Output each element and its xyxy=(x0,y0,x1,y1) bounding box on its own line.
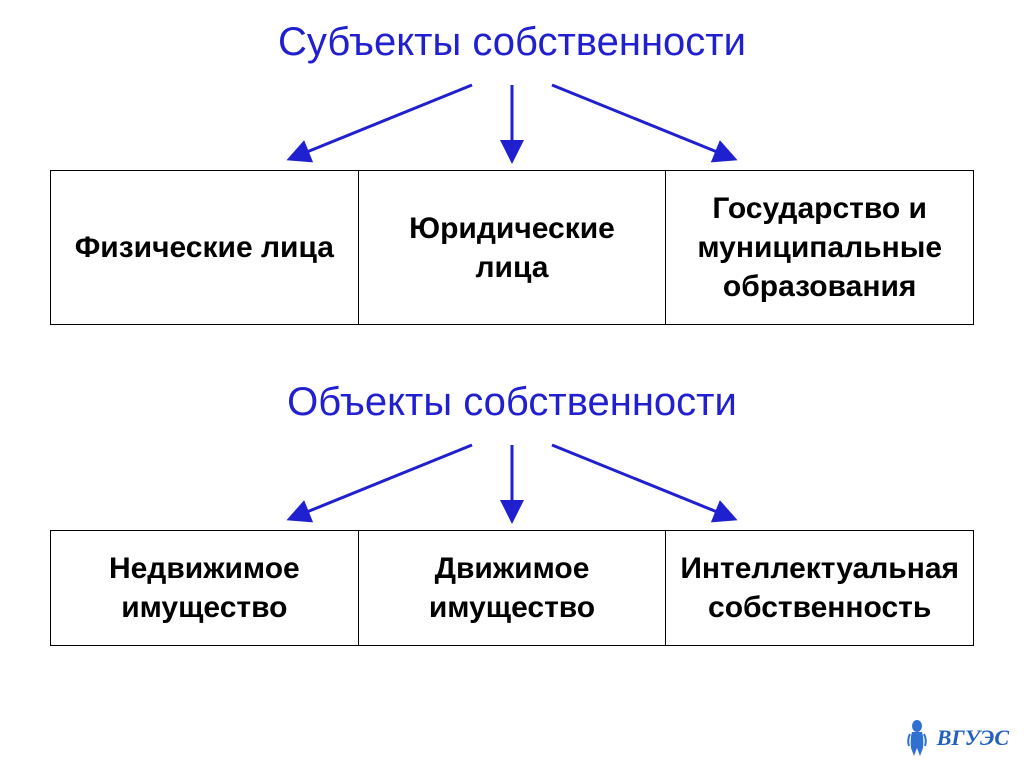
arrows-svg-1 xyxy=(162,80,862,170)
subject-cell-physical: Физические лица xyxy=(51,171,359,324)
subject-cell-legal: Юридические лица xyxy=(359,171,667,324)
objects-table: Недвижимое имущество Движимое имущество … xyxy=(50,530,974,646)
subjects-title: Субъекты собственности xyxy=(0,20,1024,65)
objects-title: Объекты собственности xyxy=(0,380,1024,425)
object-cell-immovable: Недвижимое имущество xyxy=(51,531,359,645)
subjects-table: Физические лица Юридические лица Государ… xyxy=(50,170,974,325)
subject-cell-state: Государство и муниципальные образования xyxy=(666,171,973,324)
arrows-svg-2 xyxy=(162,440,862,530)
logo: ВГУЭС xyxy=(902,718,1009,758)
object-cell-intellectual: Интеллектуальная собственность xyxy=(666,531,973,645)
logo-text: ВГУЭС xyxy=(937,725,1009,751)
subjects-diagram: Субъекты собственности Физические лица Ю… xyxy=(0,20,1024,325)
objects-arrows xyxy=(0,440,1024,530)
objects-diagram: Объекты собственности Недвижимое имущест… xyxy=(0,380,1024,646)
logo-figure-icon xyxy=(902,718,932,758)
object-cell-movable: Движимое имущество xyxy=(359,531,667,645)
subjects-arrows xyxy=(0,80,1024,170)
